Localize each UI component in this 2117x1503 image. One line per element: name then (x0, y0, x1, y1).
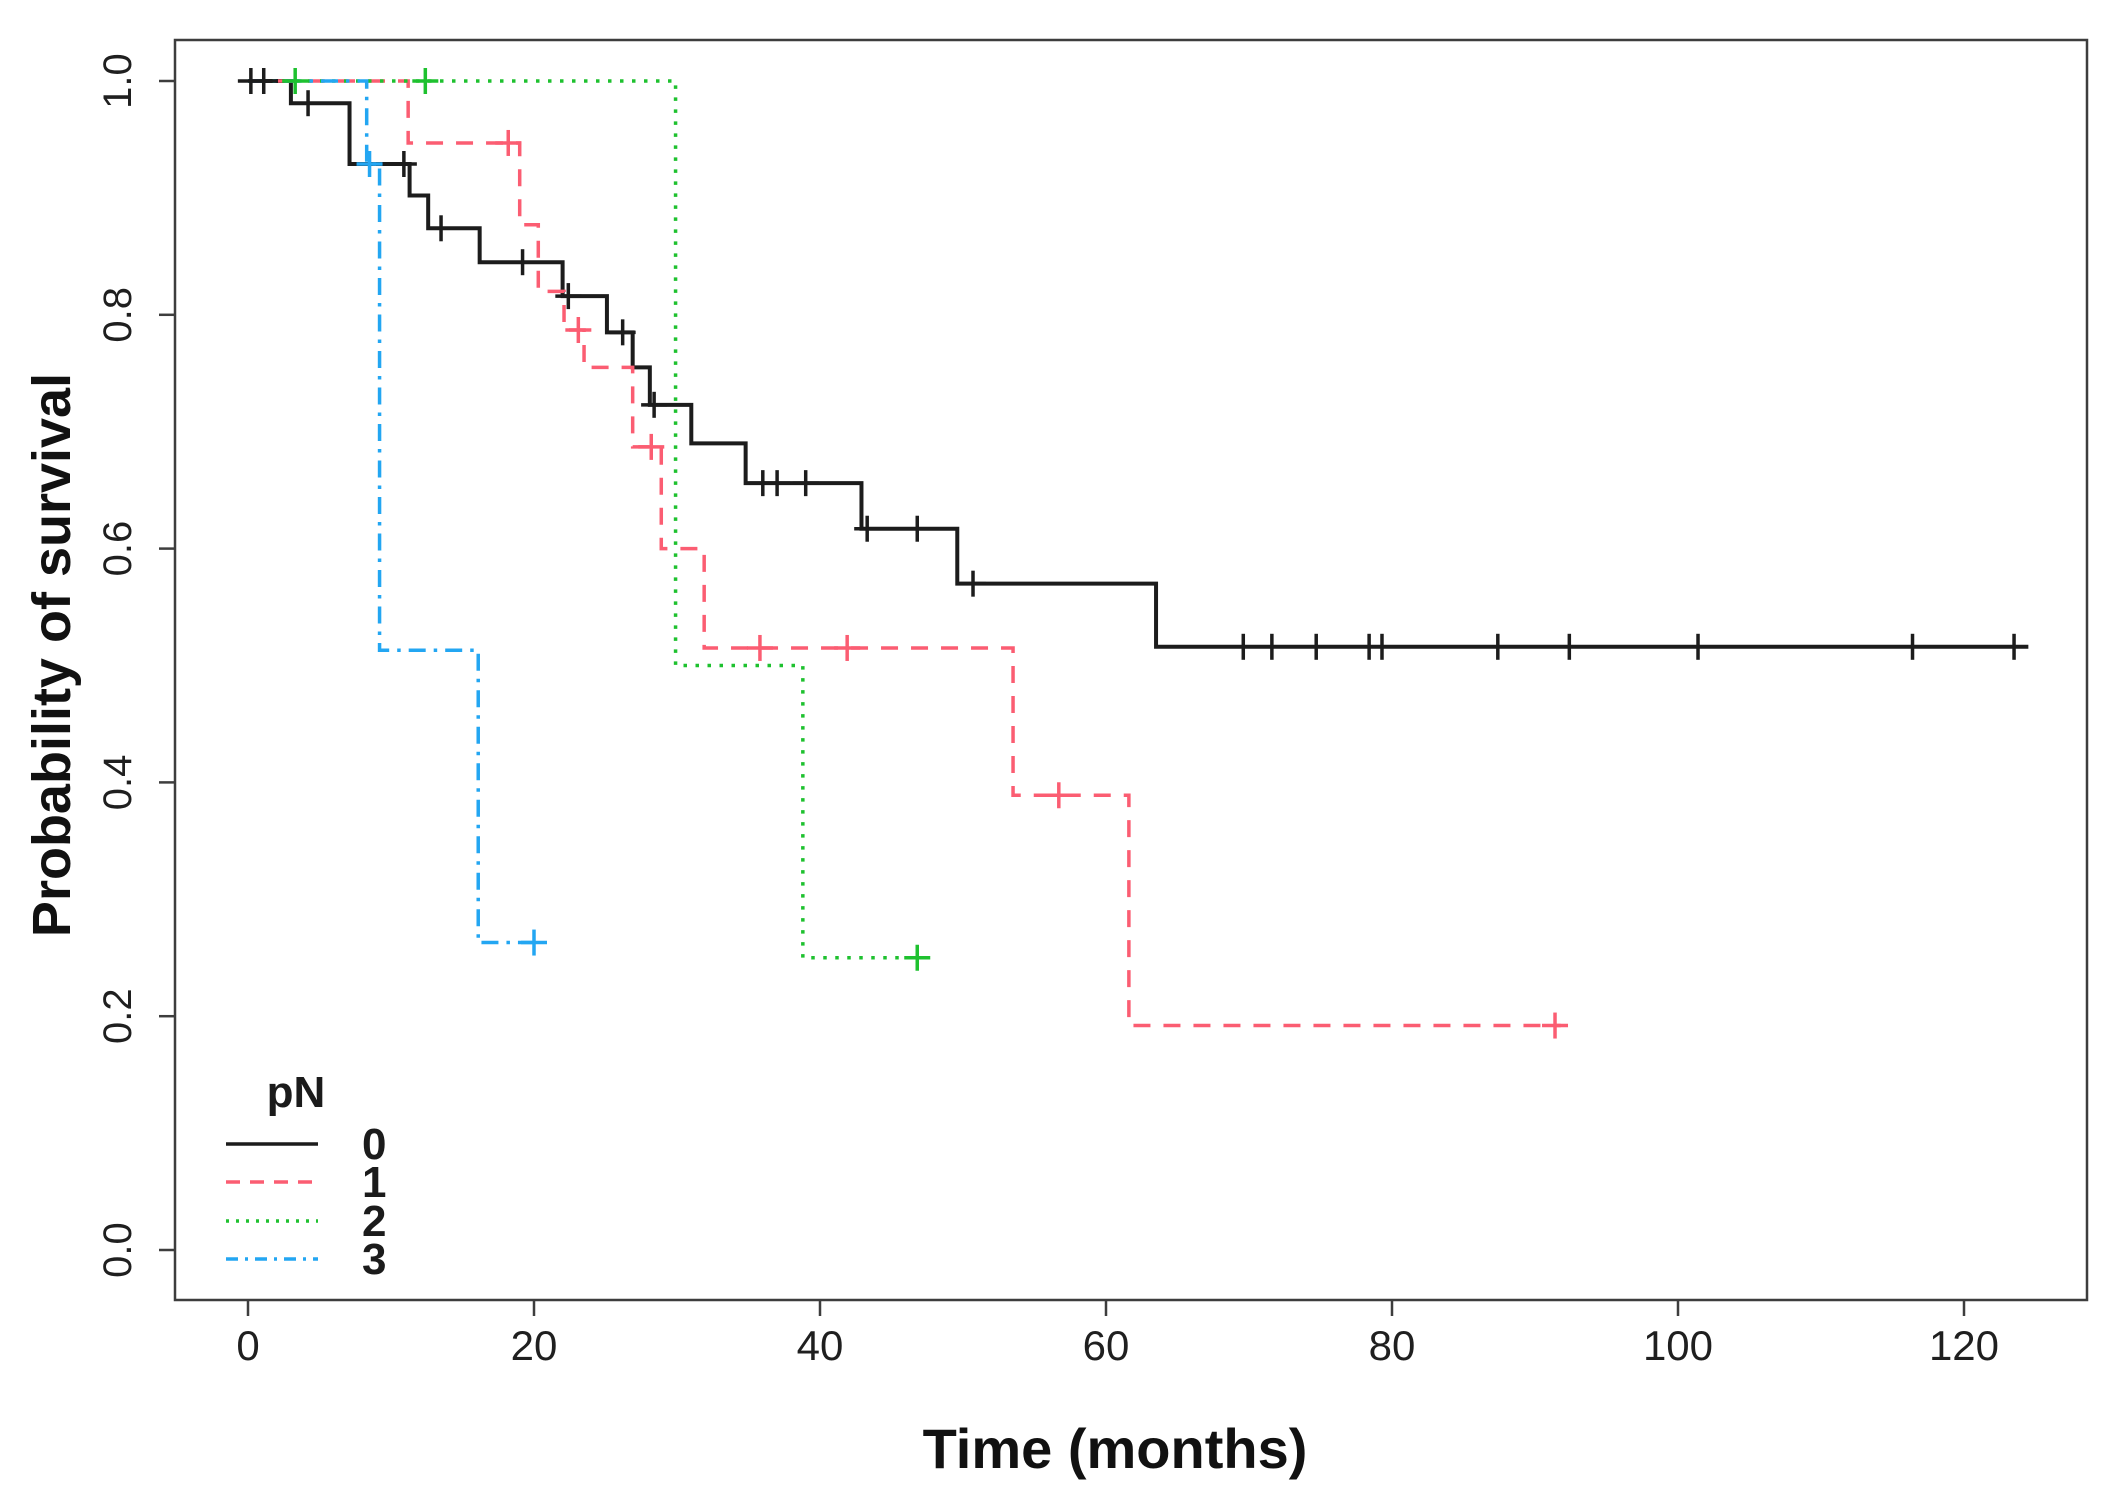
y-tick-label: 0.0 (96, 1222, 140, 1278)
legend-label-pN3: 3 (362, 1235, 386, 1284)
x-tick-label: 80 (1369, 1322, 1416, 1369)
plot-frame (173, 38, 2089, 1302)
legend-title: pN (267, 1068, 326, 1117)
x-tick-label: 60 (1083, 1322, 1130, 1369)
x-axis-title: Time (months) (923, 1417, 1308, 1480)
x-tick-label: 120 (1929, 1322, 1999, 1369)
legend-label-pN1: 1 (362, 1158, 386, 1207)
x-tick-label: 0 (236, 1322, 259, 1369)
x-tick-label: 40 (797, 1322, 844, 1369)
km-curve-pN1 (248, 79, 1561, 1028)
x-tick-label: 20 (511, 1322, 558, 1369)
legend-label-pN0: 0 (362, 1120, 386, 1169)
y-axis-title: Probability of survival (22, 373, 82, 937)
y-tick-label: 0.8 (96, 287, 140, 343)
y-tick-label: 0.4 (96, 755, 140, 811)
legend-label-pN2: 2 (362, 1197, 386, 1246)
y-tick-label: 1.0 (96, 53, 140, 109)
y-tick-label: 0.6 (96, 521, 140, 577)
km-curve-pN3 (248, 79, 539, 945)
km-curve-pN0 (248, 79, 2029, 649)
y-tick-label: 0.2 (96, 988, 140, 1044)
km-curve-pN2 (248, 79, 925, 960)
x-tick-label: 100 (1643, 1322, 1713, 1369)
